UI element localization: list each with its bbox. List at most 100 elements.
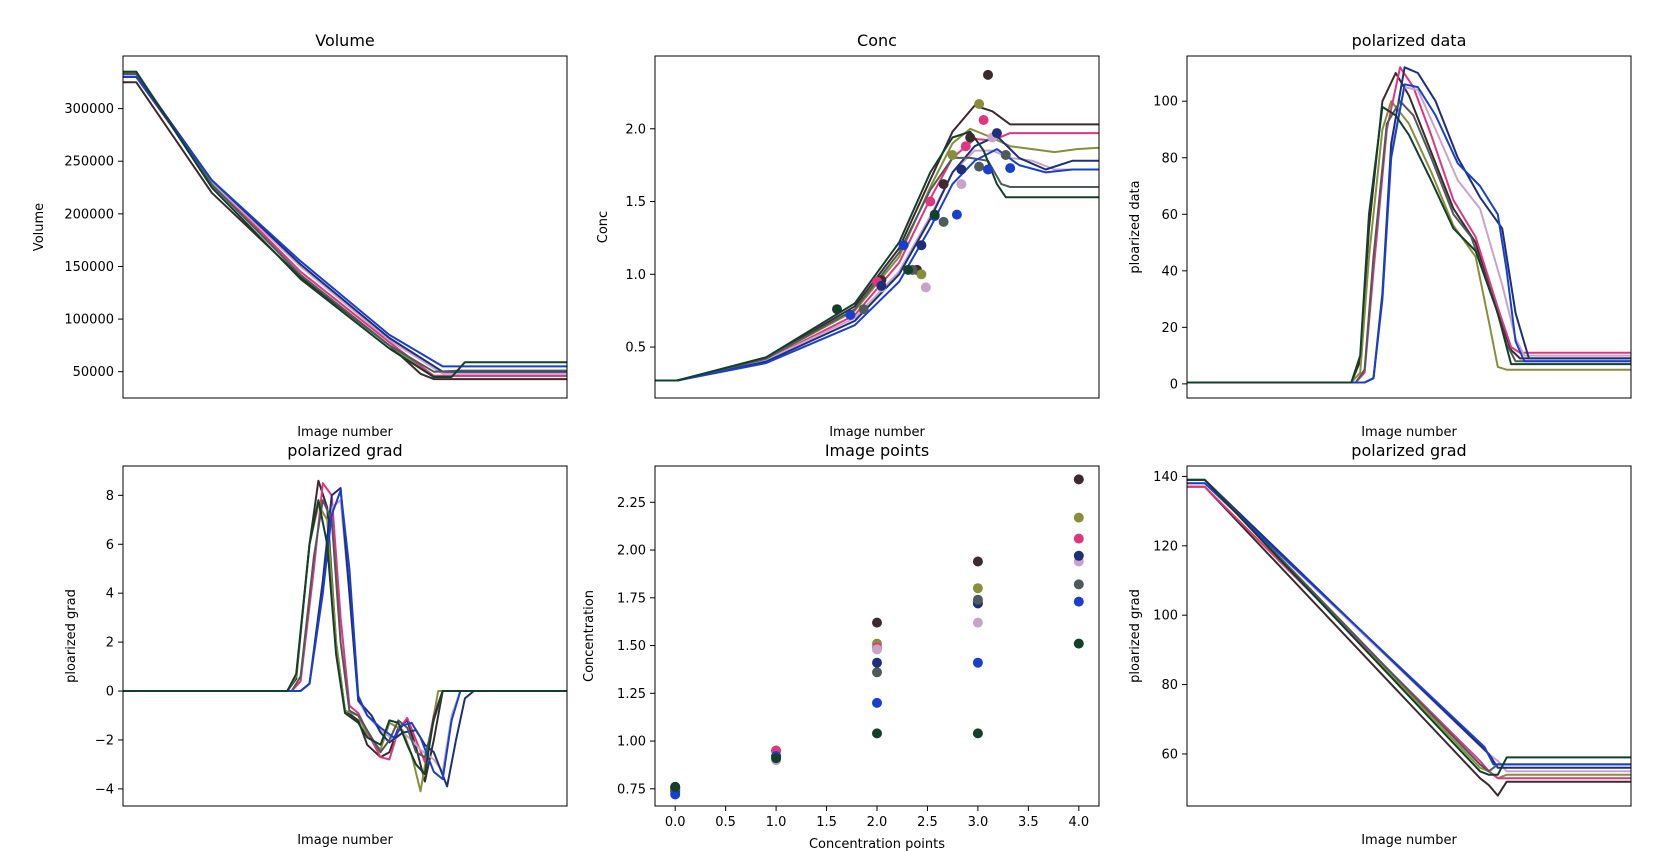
- y-tick-label: 200000: [64, 207, 114, 222]
- data-point: [972, 583, 983, 594]
- data-point: [1073, 579, 1084, 590]
- data-point: [1073, 474, 1084, 485]
- chart-title: Volume: [315, 31, 375, 50]
- y-tick-label: 1.0: [625, 268, 646, 283]
- axes-frame: [1186, 465, 1632, 807]
- data-point: [960, 141, 971, 152]
- y-tick-label: 60: [1161, 747, 1178, 762]
- data-point: [1073, 596, 1084, 607]
- series-line-5: [1187, 66, 1631, 384]
- data-point: [771, 753, 782, 764]
- series-line-6: [123, 72, 567, 373]
- series-line-8: [1187, 478, 1631, 776]
- y-tick-label: 80: [1161, 151, 1178, 166]
- x-tick-label: 0.5: [715, 815, 736, 830]
- chart-title: polarized grad: [1351, 441, 1466, 460]
- series-line-5: [123, 487, 567, 788]
- series-line-8: [1187, 105, 1631, 384]
- x-tick-label: 2.0: [867, 815, 888, 830]
- data-point: [972, 617, 983, 628]
- y-tick-label: 250000: [64, 155, 114, 170]
- data-point: [670, 781, 681, 792]
- y-tick-label: −2: [95, 733, 114, 748]
- x-axis-label: Concentration points: [809, 837, 945, 851]
- chart-conc: Conc Image number Conc 0.5 1.0 1.5 2.0: [596, 31, 1100, 440]
- plot-area: [655, 69, 1099, 382]
- y-tick-label: 6: [106, 538, 114, 553]
- y-tick-label: 50000: [73, 365, 114, 380]
- series-line-2: [123, 70, 567, 377]
- y-tick-label: 20: [1161, 321, 1178, 336]
- series-line-5: [123, 72, 567, 373]
- chart-polarized-data: polarized data Image number ploarized data…: [1128, 31, 1632, 440]
- data-point: [991, 128, 1002, 139]
- series-line-4: [1187, 86, 1631, 384]
- data-point: [872, 667, 882, 678]
- plot-area: [123, 479, 567, 793]
- chart-title: Conc: [857, 31, 897, 50]
- series-line-5: [655, 135, 1099, 382]
- y-tick-label: 4: [106, 587, 114, 602]
- chart-title: Image points: [825, 441, 929, 460]
- x-tick-label: 1.0: [766, 815, 787, 830]
- y-tick-label: 100000: [64, 313, 114, 328]
- x-tick-label: 4.0: [1068, 815, 1089, 830]
- y-tick-label: 2.00: [617, 544, 646, 559]
- data-point: [872, 697, 882, 708]
- data-point: [1000, 150, 1011, 160]
- series-line-2: [1187, 478, 1631, 780]
- y-tick-label: 60: [1161, 208, 1178, 223]
- data-point: [872, 617, 882, 628]
- data-point: [872, 644, 882, 655]
- axes-frame: [1186, 55, 1632, 399]
- x-axis-label: Image number: [1361, 425, 1457, 440]
- data-point: [916, 240, 927, 251]
- y-axis-label: Conc: [596, 211, 611, 243]
- x-tick-label: 3.0: [968, 815, 989, 830]
- series-line-1: [1187, 485, 1631, 797]
- y-tick-label: 100: [1153, 95, 1178, 110]
- data-point: [983, 164, 993, 175]
- x-tick-label: 1.5: [816, 815, 837, 830]
- data-point: [974, 161, 985, 172]
- chart-title: polarized grad: [287, 441, 402, 460]
- data-point: [858, 304, 869, 315]
- data-point: [983, 69, 993, 80]
- axes-frame: [654, 465, 1100, 807]
- chart-polarized-grad: polarized grad Image number ploarized grad…: [64, 441, 568, 848]
- series-line-3: [1187, 66, 1631, 384]
- y-tick-label: 1.25: [617, 687, 646, 702]
- data-point: [956, 179, 967, 190]
- data-point: [670, 789, 681, 800]
- chart-polarized-grad-2: polarized grad Image number ploarized grad…: [1128, 441, 1632, 848]
- y-tick-label: 150000: [64, 260, 114, 275]
- data-point: [956, 164, 967, 175]
- data-point: [845, 310, 856, 320]
- data-point: [938, 179, 949, 190]
- series-line-1: [655, 104, 1099, 382]
- data-point: [898, 240, 909, 251]
- data-point: [972, 728, 983, 739]
- axes-frame: [122, 55, 568, 399]
- data-point: [965, 132, 976, 143]
- y-axis-label: ploarized data: [1128, 180, 1143, 273]
- series-line-6: [1187, 100, 1631, 384]
- series-line-1: [1187, 72, 1631, 384]
- plot-area: [1187, 66, 1631, 384]
- series-line-1: [123, 81, 567, 381]
- series-line-3: [123, 76, 567, 377]
- data-point: [832, 304, 842, 315]
- x-axis-label: Image number: [297, 833, 393, 848]
- y-tick-label: 1.5: [625, 195, 646, 210]
- data-point: [951, 209, 962, 220]
- data-point: [972, 657, 983, 668]
- y-axis-label: Volume: [32, 203, 47, 251]
- axes-frame: [654, 55, 1100, 399]
- y-tick-label: 120: [1153, 539, 1178, 554]
- y-axis-label: ploarized grad: [1128, 589, 1143, 683]
- y-tick-label: 140: [1153, 470, 1178, 485]
- axes-frame: [122, 465, 568, 807]
- x-axis-label: Image number: [829, 425, 925, 440]
- series-line-6: [655, 156, 1099, 382]
- y-tick-label: 0.5: [625, 341, 646, 356]
